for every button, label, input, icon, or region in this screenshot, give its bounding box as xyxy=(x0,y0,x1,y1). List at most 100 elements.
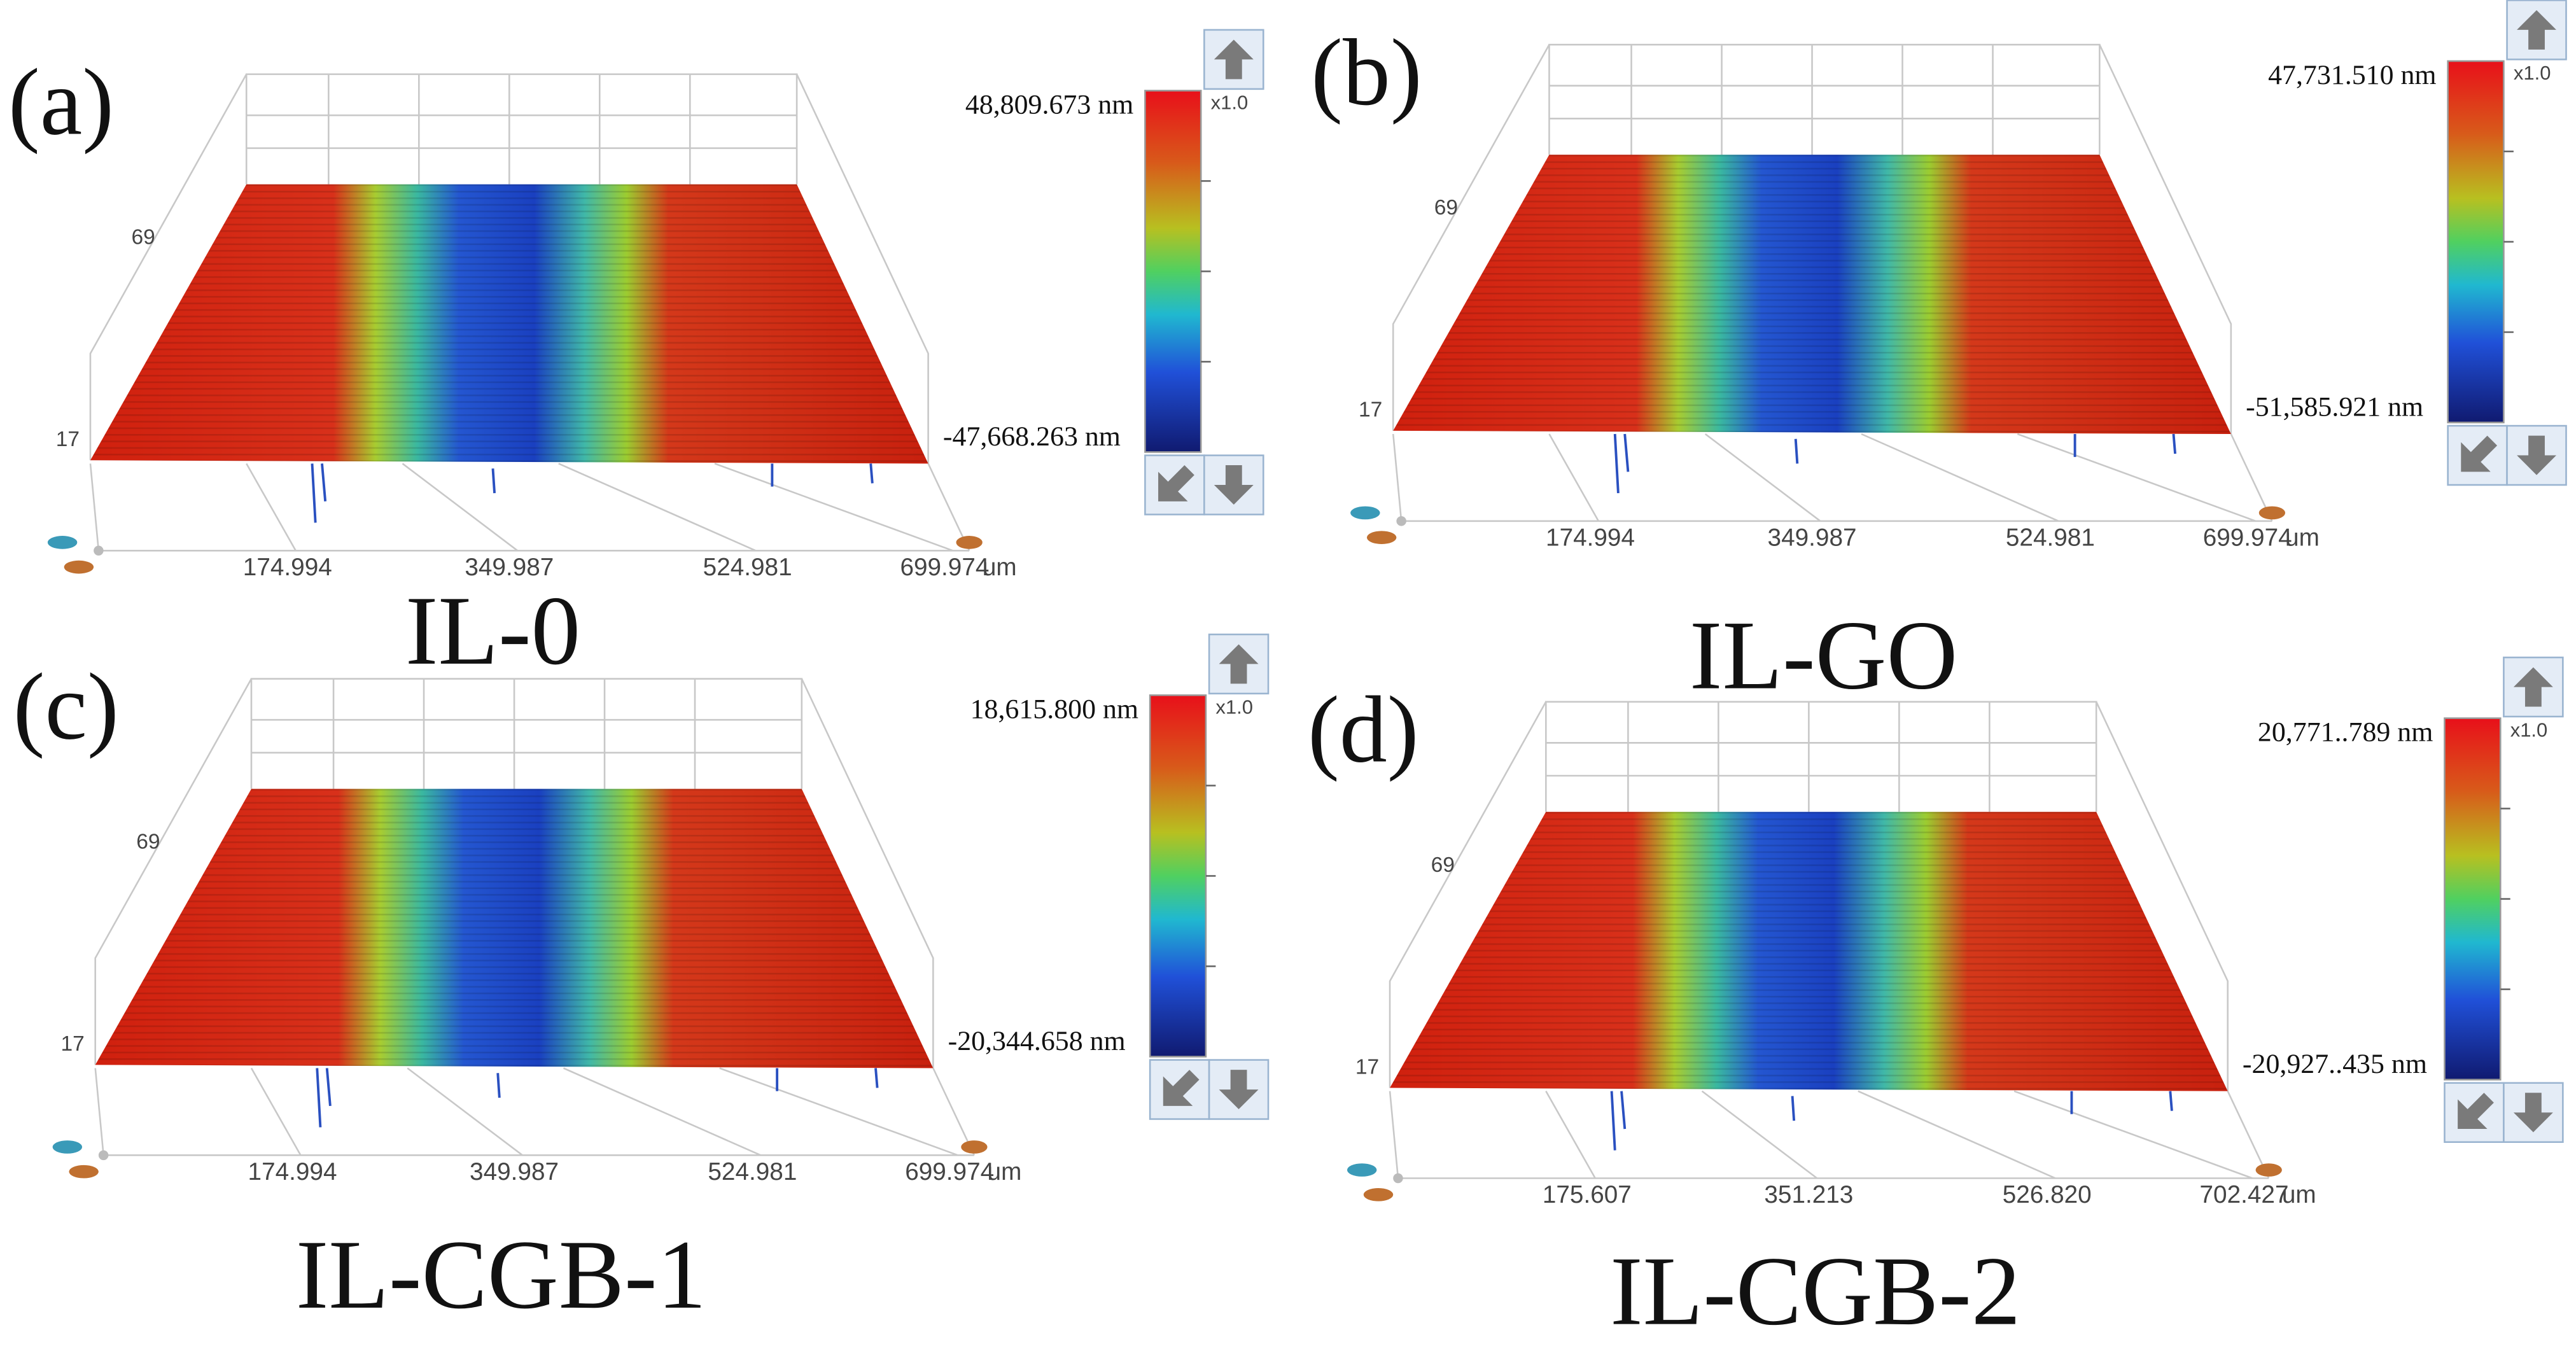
panel-label: (b) xyxy=(1311,20,1422,125)
panel-label: (c) xyxy=(13,654,119,759)
button-up[interactable] xyxy=(2503,656,2564,718)
min-label: -51,585.921 nm xyxy=(2246,391,2423,422)
x-tick-label: 349.987 xyxy=(1768,524,1857,551)
panel-name: IL-0 xyxy=(405,576,580,685)
x-tick-label: 524.981 xyxy=(708,1158,797,1186)
axis-icon xyxy=(1350,506,1380,520)
button-reset[interactable] xyxy=(1149,1059,1210,1120)
grid-line xyxy=(2017,433,2257,522)
surface-texture xyxy=(90,184,928,464)
max-label: 48,809.673 nm xyxy=(965,89,1133,120)
surface-texture xyxy=(1393,155,2231,435)
x-tick-label: 699.974 xyxy=(905,1158,994,1186)
unit-label: um xyxy=(983,554,1017,581)
panel-label: (a) xyxy=(8,50,114,155)
max-label: 20,771..789 nm xyxy=(2258,717,2433,748)
button-up[interactable] xyxy=(2506,0,2567,60)
grid-line xyxy=(402,463,518,552)
scale-label: x1.0 xyxy=(1215,696,1253,718)
axis-icon xyxy=(1366,531,1397,544)
axis-origin xyxy=(98,1150,109,1161)
max-label: 18,615.800 nm xyxy=(970,694,1138,724)
y-label: 17 xyxy=(1359,398,1382,422)
button-up[interactable] xyxy=(1208,633,1270,695)
y-label: 69 xyxy=(1431,853,1455,877)
x-tick-label: 175.607 xyxy=(1543,1181,1632,1208)
grid-box xyxy=(1389,701,2270,1179)
grid-line xyxy=(1701,1090,1818,1179)
button-icon xyxy=(2517,435,2557,475)
x-tick-label: 174.994 xyxy=(1546,524,1635,551)
min-label: -47,668.263 nm xyxy=(943,421,1121,452)
button-icon xyxy=(2458,1093,2494,1130)
y-label: 69 xyxy=(132,226,155,249)
grid-line xyxy=(1548,433,1600,522)
y-label: 69 xyxy=(136,830,160,854)
axis-icon xyxy=(47,536,78,549)
grid-line xyxy=(719,1067,958,1156)
button-down[interactable] xyxy=(1203,454,1264,515)
button-icon xyxy=(1163,1070,1200,1106)
button-icon xyxy=(1219,1070,1259,1110)
button-reset[interactable] xyxy=(1144,454,1205,515)
button-icon xyxy=(2517,10,2557,50)
surface-spikes xyxy=(1613,433,2177,494)
button-reset[interactable] xyxy=(2444,1082,2505,1143)
axis-icon xyxy=(2258,506,2286,520)
x-tick-label: 702.427 xyxy=(2200,1181,2289,1208)
surface-spikes xyxy=(316,1068,879,1128)
grid-line xyxy=(1861,433,2059,522)
x-tick-label: 699.974 xyxy=(900,554,989,581)
colorbar xyxy=(2444,717,2502,1081)
grid-box xyxy=(94,678,976,1156)
button-icon xyxy=(1158,465,1194,501)
axis-icon xyxy=(1363,1187,1394,1201)
axis-origin xyxy=(1393,1173,1403,1184)
max-label: 47,731.510 nm xyxy=(2268,60,2436,90)
button-up[interactable] xyxy=(1203,29,1264,90)
grid-line xyxy=(2013,1090,2253,1179)
colorbar xyxy=(2447,60,2505,424)
grid-line xyxy=(563,1067,761,1156)
axis-icon xyxy=(956,536,983,549)
button-reset[interactable] xyxy=(2447,424,2508,486)
button-icon xyxy=(2513,1093,2553,1133)
unit-label: um xyxy=(2282,1181,2316,1208)
axis-icon xyxy=(52,1140,83,1154)
x-tick-label: 524.981 xyxy=(703,554,792,581)
scale-label: x1.0 xyxy=(2510,718,2548,741)
panel-name: IL-CGB-2 xyxy=(1610,1236,2020,1346)
axis-icon xyxy=(64,560,94,574)
button-icon xyxy=(2513,667,2553,707)
grid-line xyxy=(1704,433,1821,522)
colorbar xyxy=(1149,694,1207,1058)
grid-box xyxy=(1392,43,2273,522)
surface-spikes xyxy=(311,463,874,523)
colorbar xyxy=(1144,90,1202,453)
unit-label: um xyxy=(2285,524,2320,551)
y-label: 17 xyxy=(61,1032,85,1056)
axis-icon xyxy=(2255,1163,2282,1177)
button-down[interactable] xyxy=(2506,424,2567,486)
grid-line xyxy=(250,1067,302,1156)
button-icon xyxy=(1214,39,1254,80)
grid-line xyxy=(246,463,297,551)
button-down[interactable] xyxy=(2503,1082,2564,1143)
x-tick-label: 699.974 xyxy=(2203,524,2292,551)
y-label: 69 xyxy=(1434,196,1458,220)
x-tick-label: 174.994 xyxy=(243,554,332,581)
grid-box xyxy=(89,73,970,552)
button-down[interactable] xyxy=(1208,1059,1270,1120)
scale-label: x1.0 xyxy=(1211,91,1249,113)
surface-texture xyxy=(95,788,934,1068)
axis-icon xyxy=(961,1140,988,1154)
unit-label: um xyxy=(988,1158,1022,1186)
y-label: 17 xyxy=(1355,1055,1379,1079)
grid-line xyxy=(558,463,757,552)
scale-label: x1.0 xyxy=(2514,62,2551,84)
